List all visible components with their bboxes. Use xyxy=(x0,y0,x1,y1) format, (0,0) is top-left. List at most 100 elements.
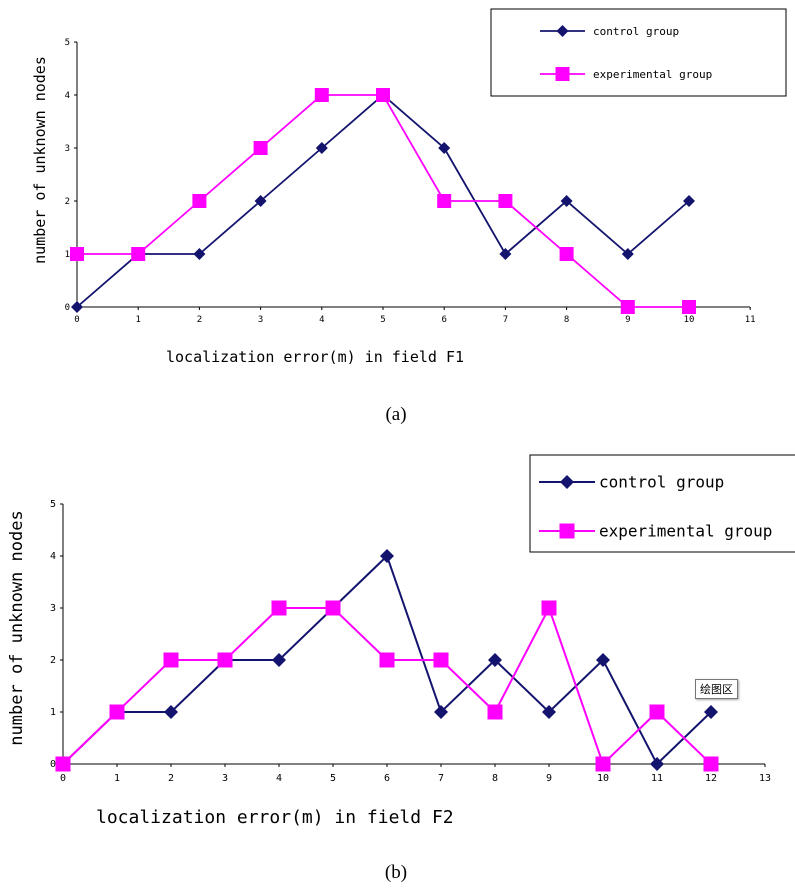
x-tick-label: 5 xyxy=(380,315,385,325)
data-point-control xyxy=(380,549,394,563)
data-point-control xyxy=(499,248,512,260)
data-point-experimental xyxy=(595,756,611,772)
x-tick-label: 3 xyxy=(258,315,263,325)
data-point-control xyxy=(164,705,178,719)
caption-b: (b) xyxy=(385,862,407,883)
y-tick-label: 0 xyxy=(65,303,70,313)
data-point-experimental xyxy=(682,300,696,314)
data-point-experimental xyxy=(703,756,719,772)
x-tick-label: 8 xyxy=(492,773,498,784)
x-tick-label: 12 xyxy=(705,773,717,784)
x-tick-label: 4 xyxy=(319,315,324,325)
x-tick-label: 9 xyxy=(546,773,552,784)
data-point-control xyxy=(683,195,695,207)
data-point-experimental xyxy=(498,194,513,208)
legend-marker-experimental xyxy=(555,67,570,81)
data-point-experimental xyxy=(271,600,287,616)
data-point-control xyxy=(704,705,718,719)
data-point-control xyxy=(71,301,83,313)
x-axis-label-b: localization error(m) in field F2 xyxy=(96,807,454,828)
y-axis-label-a: number of unknown nodes xyxy=(31,56,49,264)
data-point-control xyxy=(542,705,556,719)
y-tick-label: 3 xyxy=(65,144,70,154)
data-point-experimental xyxy=(314,88,329,102)
data-point-control xyxy=(621,248,634,260)
data-point-experimental xyxy=(437,194,452,208)
data-point-control xyxy=(193,248,206,260)
legend-b: control group experimental group xyxy=(539,473,772,541)
y-tick-label: 4 xyxy=(65,91,70,101)
data-point-experimental xyxy=(109,704,125,720)
x-tick-label: 9 xyxy=(625,315,630,325)
data-point-experimental xyxy=(325,600,341,616)
chart-a: control group experimental group 0 1 2 3 4 5 6 7… xyxy=(31,8,787,425)
y-tick-label: 2 xyxy=(65,197,70,207)
data-point-experimental xyxy=(217,652,233,668)
y-tick-label: 3 xyxy=(50,603,56,614)
x-tick-label: 13 xyxy=(759,773,771,784)
y-tick-label: 0 xyxy=(50,759,56,770)
data-point-control xyxy=(560,195,573,207)
data-point-control xyxy=(438,142,451,154)
x-tick-label: 1 xyxy=(114,773,120,784)
data-point-experimental xyxy=(541,600,557,616)
x-tick-label: 6 xyxy=(441,315,446,325)
legend-marker-experimental xyxy=(559,523,575,539)
caption-a: (a) xyxy=(385,404,406,425)
legend-label-control: control group xyxy=(593,25,679,38)
data-point-experimental xyxy=(163,652,179,668)
x-tick-label: 5 xyxy=(330,773,336,784)
x-tick-label: 3 xyxy=(222,773,228,784)
data-point-control xyxy=(596,653,610,667)
x-tick-label: 11 xyxy=(651,773,663,784)
x-tick-label: 1 xyxy=(135,315,140,325)
x-tick-label: 7 xyxy=(438,773,444,784)
legend-marker-control xyxy=(560,475,574,489)
series-line-experimental xyxy=(77,94,689,308)
data-point-control xyxy=(315,142,328,154)
series-b xyxy=(55,549,719,772)
data-point-experimental xyxy=(379,652,395,668)
x-tick-label: 8 xyxy=(564,315,569,325)
series-line-control xyxy=(76,93,690,308)
data-point-experimental xyxy=(487,704,503,720)
data-point-control xyxy=(434,705,448,719)
series-line-experimental xyxy=(62,605,712,766)
x-axis-label-a: localization error(m) in field F1 xyxy=(166,348,464,366)
data-point-experimental xyxy=(131,247,146,261)
legend-marker-control xyxy=(556,25,569,37)
plot-area-tooltip: 绘图区 xyxy=(695,679,738,699)
x-tick-label: 11 xyxy=(745,315,756,325)
y-tick-label: 5 xyxy=(65,38,70,48)
data-point-experimental xyxy=(376,88,390,102)
series-a xyxy=(70,88,696,314)
data-point-experimental xyxy=(55,756,71,772)
x-tick-label: 2 xyxy=(168,773,174,784)
x-tick-label: 10 xyxy=(597,773,609,784)
y-tick-label: 1 xyxy=(65,250,70,260)
y-axis-label-b: number of unknown nodes xyxy=(7,510,27,745)
data-point-experimental xyxy=(649,704,665,720)
data-point-experimental xyxy=(559,247,574,261)
data-point-control xyxy=(254,195,267,207)
data-point-control xyxy=(272,653,286,667)
data-point-experimental xyxy=(433,652,449,668)
legend-a: control group experimental group xyxy=(540,25,712,81)
y-tick-label: 5 xyxy=(50,499,56,510)
y-tick-label: 4 xyxy=(50,551,56,562)
data-point-control xyxy=(488,653,502,667)
data-point-experimental xyxy=(192,194,207,208)
x-tick-label: 0 xyxy=(74,315,79,325)
x-tick-label: 0 xyxy=(60,773,66,784)
data-point-control xyxy=(650,757,664,771)
x-tick-label: 2 xyxy=(197,315,202,325)
data-point-experimental xyxy=(253,141,268,155)
y-tick-label: 1 xyxy=(50,707,56,718)
x-tick-label: 6 xyxy=(384,773,390,784)
x-tick-label: 7 xyxy=(503,315,508,325)
data-point-experimental xyxy=(70,247,84,261)
legend-label-experimental: experimental group xyxy=(599,522,772,541)
x-tick-label: 10 xyxy=(684,315,695,325)
